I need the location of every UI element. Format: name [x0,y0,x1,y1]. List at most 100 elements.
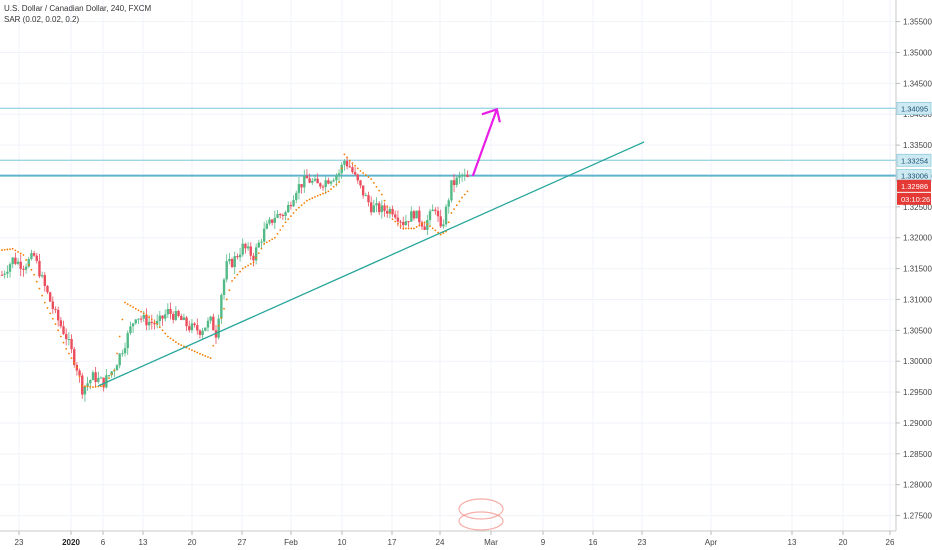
price-axis[interactable]: 1.355001.350001.345001.340001.335001.330… [895,0,932,550]
sar-dot [241,267,244,270]
sar-dot [423,221,426,224]
candle-body [399,221,402,223]
candle-body [345,160,349,167]
time-tick-label: 27 [238,538,247,547]
arrow-head[interactable] [481,107,501,123]
sar-dot [156,323,159,326]
time-tick-label: 20 [839,538,848,547]
sar-dot [25,259,27,261]
sar-dot [43,301,46,304]
candle-body [180,316,183,320]
sar-dot [100,385,102,388]
price-tick-label: 1.30000 [903,357,932,366]
candle-body [262,228,266,242]
time-tick-label: Apr [705,538,718,547]
candle-body [65,334,68,340]
sar-dot [410,227,413,230]
sar-dot [1,249,3,251]
sar-dot [260,247,263,250]
sar-dot [338,181,340,184]
candle-body [166,309,170,315]
sar-dot [89,385,92,388]
candle-body [327,180,330,184]
sar-dot [407,227,410,230]
candle-body [444,206,448,225]
sar-dot [209,357,212,360]
candle-body [131,323,135,327]
sar-dot [177,343,180,345]
sar-dot [303,202,306,204]
candle-body [367,195,370,203]
sar-dot [367,176,370,178]
price-tick-label: 1.33500 [903,141,932,150]
ascending-trendline[interactable] [98,141,645,387]
trendline[interactable] [98,141,645,387]
level-price-label: 1.33254 [901,156,928,165]
candle-body [102,377,105,388]
sar-dot [346,156,348,159]
sar-dot [300,204,303,207]
indicator-label[interactable]: SAR (0.02, 0.02, 0.2) [4,15,80,24]
candle-body [308,178,311,183]
sar-dot [281,225,284,228]
sar-dot [413,227,415,230]
candle-body [99,377,103,379]
candle-body [8,264,12,272]
candle-body [222,279,226,296]
sar-dot [78,375,81,378]
sar-dot [191,349,193,351]
sar-dot [255,256,258,259]
candle-body [43,275,46,286]
sar-dot [351,162,354,165]
time-tick-label: 6 [101,538,106,547]
time-tick-label: 2020 [62,538,80,547]
candle-body [153,323,156,325]
sar-dot [150,318,153,321]
sar-dot [431,227,434,230]
sar-dot [108,377,110,380]
sar-dot [263,242,266,245]
candle-body [402,221,405,226]
watermark-badge [458,511,504,531]
price-tick-label: 1.31000 [903,295,932,304]
sar-dot [17,251,19,253]
sar-dot [153,320,156,323]
sar-dot [132,306,134,309]
time-axis[interactable]: 23 2020 6 13 20 27 Feb 10 17 24 Mar 9 16 23 Apr 13 20 26 [0,530,896,547]
time-tick-label: 9 [541,538,546,547]
candlesticks [0,156,469,402]
candle-body [220,295,223,319]
sar-dot [38,287,41,290]
sar-dot [364,174,367,176]
arrow-shaft[interactable] [471,108,498,177]
parabolic-sar-dots [1,153,469,389]
candle-body [19,261,22,269]
sar-dot [434,229,437,232]
candle-body [460,175,464,177]
projection-arrow[interactable] [471,107,501,177]
horizontal-levels[interactable] [0,107,896,177]
candle-body [209,316,212,321]
candle-body [404,221,408,226]
candle-body [254,247,258,261]
sar-dot [70,357,73,360]
price-tick-label: 1.35500 [903,18,932,27]
sar-dot [319,193,322,196]
candle-body [431,209,434,212]
last-price-label: 1.32986 [901,182,928,191]
sar-dot [284,221,287,224]
symbol-title[interactable]: U.S. Dollar / Canadian Dollar, 240, FXCM [4,4,152,13]
time-tick-label: 26 [886,538,895,547]
candle-body [279,214,282,216]
candle-body [356,174,359,181]
sar-dot [463,193,466,196]
time-tick-label: Mar [484,538,498,547]
candle-body [150,321,153,324]
candle-body [56,309,60,321]
candle-body [439,216,442,227]
candle-body [380,205,384,213]
candle-body [40,275,44,277]
sar-dot [196,351,199,354]
sar-dot [383,199,386,202]
